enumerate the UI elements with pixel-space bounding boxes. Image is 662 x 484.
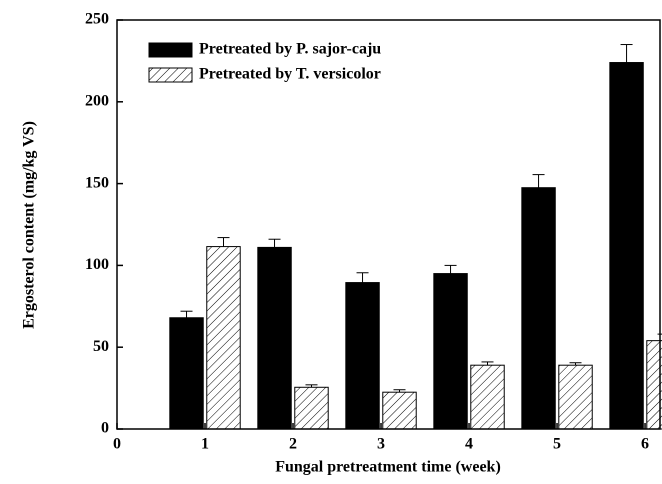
x-tick-label: 1	[201, 436, 209, 453]
bar	[206, 246, 241, 430]
bar	[558, 364, 593, 430]
bar	[470, 364, 505, 430]
x-tick-label: 2	[289, 436, 297, 453]
bar	[646, 340, 662, 430]
y-tick-label: 0	[101, 420, 109, 437]
x-axis-label: Fungal pretreatment time (week)	[275, 459, 501, 476]
x-tick-label: 3	[377, 436, 385, 453]
legend-swatch	[148, 67, 193, 83]
legend-swatch	[148, 42, 193, 58]
legend-label: Pretreated by T. versicolor	[199, 66, 381, 83]
y-tick-label: 250	[85, 11, 109, 28]
y-tick-label: 50	[93, 338, 109, 355]
x-tick-label: 0	[113, 436, 121, 453]
y-tick-label: 200	[85, 92, 109, 109]
y-tick-label: 150	[85, 174, 109, 191]
x-tick-label: 5	[553, 436, 561, 453]
bar	[521, 187, 556, 430]
bar	[433, 273, 468, 430]
y-tick-label: 100	[85, 256, 109, 273]
bar	[382, 391, 417, 430]
y-axis-label: Ergosterol content (mg/kg VS)	[21, 121, 38, 329]
x-tick-label: 6	[641, 436, 649, 453]
bar	[169, 317, 204, 430]
x-tick-label: 4	[465, 436, 473, 453]
bar	[345, 282, 380, 430]
plot-frame	[116, 19, 661, 430]
legend-label: Pretreated by P. sajor-caju	[199, 41, 381, 58]
bar	[257, 246, 292, 430]
bar	[609, 62, 644, 430]
bar	[294, 386, 329, 430]
